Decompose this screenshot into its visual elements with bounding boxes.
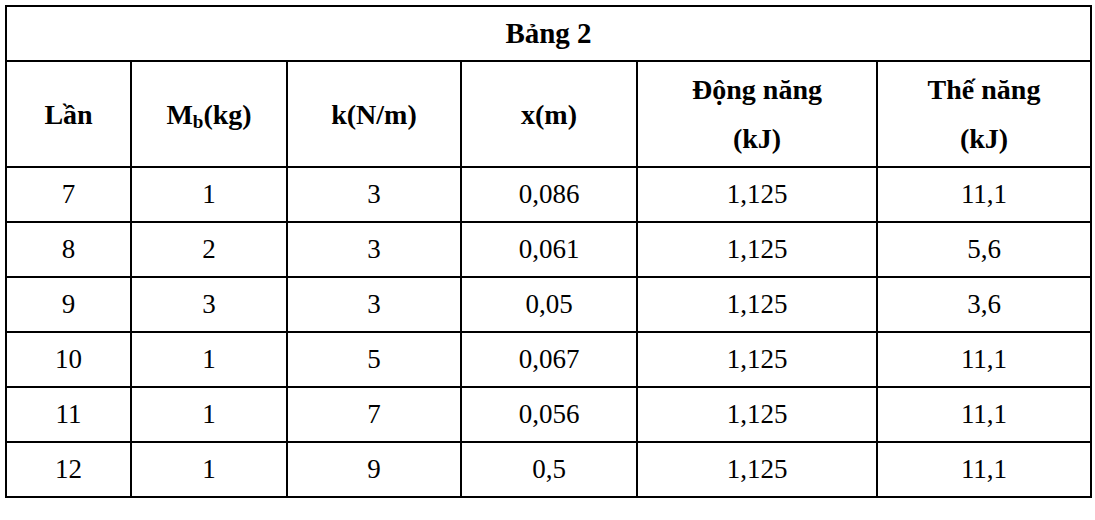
header-row: Lần Mb(kg) k(N/m) x(m) Động năng (kJ) Th… bbox=[6, 61, 1091, 167]
cell-the-nang: 11,1 bbox=[877, 167, 1091, 222]
column-header-mb: Mb(kg) bbox=[131, 61, 287, 167]
cell-k: 3 bbox=[287, 222, 461, 277]
cell-k: 5 bbox=[287, 332, 461, 387]
cell-dong-nang: 1,125 bbox=[637, 222, 877, 277]
table-row: 9 3 3 0,05 1,125 3,6 bbox=[6, 277, 1091, 332]
cell-dong-nang: 1,125 bbox=[637, 332, 877, 387]
table-row: 12 1 9 0,5 1,125 11,1 bbox=[6, 442, 1091, 497]
cell-x: 0,5 bbox=[461, 442, 637, 497]
column-header-lan: Lần bbox=[6, 61, 131, 167]
cell-lan: 11 bbox=[6, 387, 131, 442]
column-header-x: x(m) bbox=[461, 61, 637, 167]
cell-k: 3 bbox=[287, 277, 461, 332]
column-header-the-nang: Thế năng (kJ) bbox=[877, 61, 1091, 167]
mb-unit-text: (kg) bbox=[203, 99, 251, 130]
table-row: 11 1 7 0,056 1,125 11,1 bbox=[6, 387, 1091, 442]
cell-x: 0,067 bbox=[461, 332, 637, 387]
table-row: 10 1 5 0,067 1,125 11,1 bbox=[6, 332, 1091, 387]
cell-lan: 9 bbox=[6, 277, 131, 332]
cell-the-nang: 11,1 bbox=[877, 442, 1091, 497]
cell-the-nang: 5,6 bbox=[877, 222, 1091, 277]
cell-lan: 10 bbox=[6, 332, 131, 387]
cell-mb: 1 bbox=[131, 442, 287, 497]
cell-dong-nang: 1,125 bbox=[637, 277, 877, 332]
title-row: Bảng 2 bbox=[6, 6, 1091, 61]
cell-mb: 1 bbox=[131, 332, 287, 387]
table-row: 8 2 3 0,061 1,125 5,6 bbox=[6, 222, 1091, 277]
cell-mb: 1 bbox=[131, 167, 287, 222]
cell-k: 3 bbox=[287, 167, 461, 222]
cell-dong-nang: 1,125 bbox=[637, 387, 877, 442]
cell-k: 9 bbox=[287, 442, 461, 497]
cell-mb: 1 bbox=[131, 387, 287, 442]
cell-lan: 12 bbox=[6, 442, 131, 497]
cell-x: 0,086 bbox=[461, 167, 637, 222]
the-nang-unit: (kJ) bbox=[878, 114, 1090, 163]
cell-lan: 8 bbox=[6, 222, 131, 277]
dong-nang-label: Động năng bbox=[638, 65, 876, 114]
mb-subscript: b bbox=[193, 111, 204, 132]
cell-the-nang: 11,1 bbox=[877, 332, 1091, 387]
cell-dong-nang: 1,125 bbox=[637, 167, 877, 222]
cell-mb: 3 bbox=[131, 277, 287, 332]
bang-2-table-container: Bảng 2 Lần Mb(kg) k(N/m) x(m) Động năng … bbox=[5, 5, 1092, 498]
cell-k: 7 bbox=[287, 387, 461, 442]
cell-dong-nang: 1,125 bbox=[637, 442, 877, 497]
bang-2-table: Bảng 2 Lần Mb(kg) k(N/m) x(m) Động năng … bbox=[5, 5, 1092, 498]
cell-mb: 2 bbox=[131, 222, 287, 277]
cell-the-nang: 11,1 bbox=[877, 387, 1091, 442]
cell-x: 0,056 bbox=[461, 387, 637, 442]
column-header-k: k(N/m) bbox=[287, 61, 461, 167]
the-nang-label: Thế năng bbox=[878, 65, 1090, 114]
mb-main-text: M bbox=[166, 99, 192, 130]
cell-x: 0,061 bbox=[461, 222, 637, 277]
table-row: 7 1 3 0,086 1,125 11,1 bbox=[6, 167, 1091, 222]
cell-x: 0,05 bbox=[461, 277, 637, 332]
table-title: Bảng 2 bbox=[6, 6, 1091, 61]
dong-nang-unit: (kJ) bbox=[638, 114, 876, 163]
column-header-dong-nang: Động năng (kJ) bbox=[637, 61, 877, 167]
cell-the-nang: 3,6 bbox=[877, 277, 1091, 332]
cell-lan: 7 bbox=[6, 167, 131, 222]
